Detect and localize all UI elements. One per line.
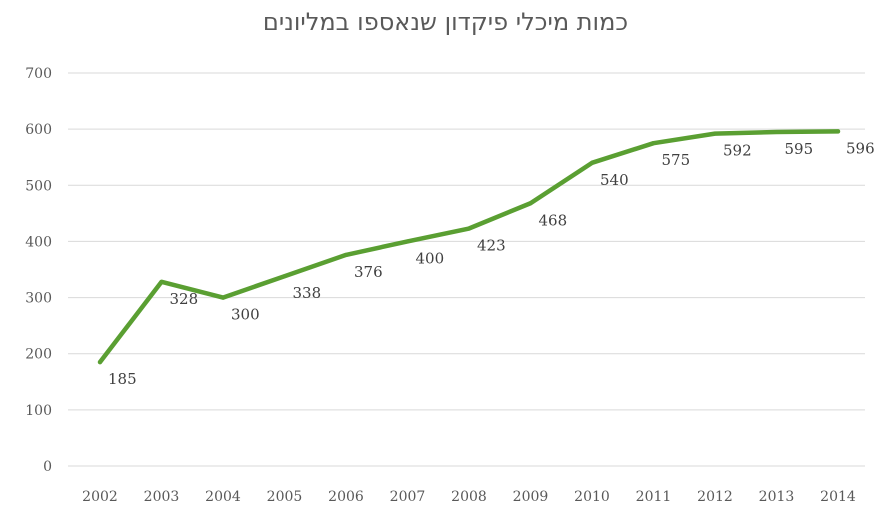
x-tick-label: 2007	[390, 489, 426, 505]
y-tick-label: 500	[25, 178, 52, 194]
x-tick-label: 2008	[451, 489, 487, 505]
data-point	[159, 279, 164, 284]
data-label: 595	[785, 140, 814, 158]
y-tick-label: 600	[25, 122, 52, 138]
data-point	[651, 141, 656, 146]
x-tick-label: 2006	[328, 489, 364, 505]
x-tick-label: 2009	[513, 489, 549, 505]
data-point	[221, 295, 225, 300]
data-point	[528, 201, 533, 206]
y-tick-label: 0	[43, 459, 52, 475]
data-label: 338	[293, 284, 322, 302]
x-tick-label: 2010	[574, 489, 610, 505]
x-tick-label: 2012	[697, 489, 733, 505]
data-label: 592	[723, 142, 752, 160]
x-tick-label: 2002	[82, 489, 118, 505]
data-point	[344, 252, 348, 257]
chart-title: כמות מיכלי פיקדון שנאספו במליונים	[262, 8, 629, 36]
x-axis-ticks: 2002 2003 2004 2005 2006 2007 2008 2009 2010 2011…	[82, 489, 856, 505]
data-label: 540	[600, 171, 629, 189]
y-tick-label: 300	[25, 291, 52, 307]
data-point	[713, 131, 717, 136]
y-tick-label: 100	[25, 403, 52, 419]
x-tick-label: 2005	[267, 489, 303, 505]
data-label: 300	[231, 306, 260, 324]
data-point	[98, 360, 102, 365]
data-point	[590, 160, 594, 165]
data-label: 575	[662, 151, 691, 169]
data-point	[282, 274, 287, 279]
y-tick-label: 200	[25, 347, 52, 363]
series-layer	[97, 129, 841, 365]
y-tick-label: 400	[25, 234, 52, 250]
data-label: 423	[477, 237, 506, 255]
data-label: 185	[108, 370, 137, 388]
data-label: 400	[416, 249, 445, 267]
gridlines	[68, 72, 865, 467]
data-point	[836, 129, 840, 134]
series-line	[97, 129, 841, 365]
data-labels: 185 328 300 338 376 400 423 468 540 575 592 595 596	[108, 139, 875, 388]
x-tick-label: 2014	[820, 489, 856, 505]
data-label: 468	[539, 211, 568, 229]
y-axis-ticks: 0 100 200 300 400 500 600 700	[25, 66, 52, 475]
data-label: 376	[354, 263, 383, 281]
x-tick-label: 2004	[205, 489, 241, 505]
x-tick-label: 2013	[759, 489, 795, 505]
x-tick-label: 2003	[144, 489, 180, 505]
y-tick-label: 700	[25, 66, 52, 82]
data-point	[774, 129, 779, 134]
x-tick-label: 2011	[636, 489, 672, 505]
data-point	[467, 226, 471, 231]
data-label: 328	[170, 290, 199, 308]
data-point	[405, 239, 410, 244]
data-label: 596	[846, 139, 875, 157]
